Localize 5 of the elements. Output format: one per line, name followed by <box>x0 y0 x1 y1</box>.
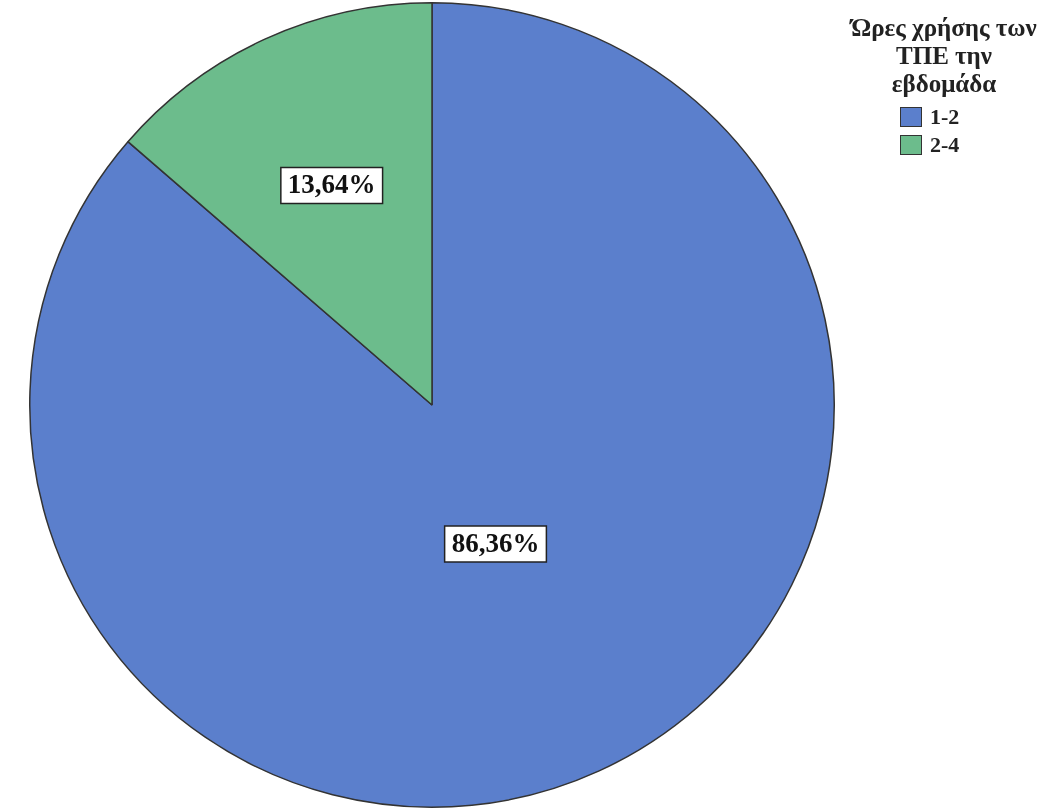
data-label: 13,64% <box>287 169 376 200</box>
legend-title: Ώρες χρήσης των ΤΠΕ την εβδομάδα <box>848 14 1038 98</box>
legend-label: 1-2 <box>930 104 960 130</box>
data-label: 86,36% <box>451 528 540 558</box>
legend-label: 2-4 <box>930 132 960 158</box>
